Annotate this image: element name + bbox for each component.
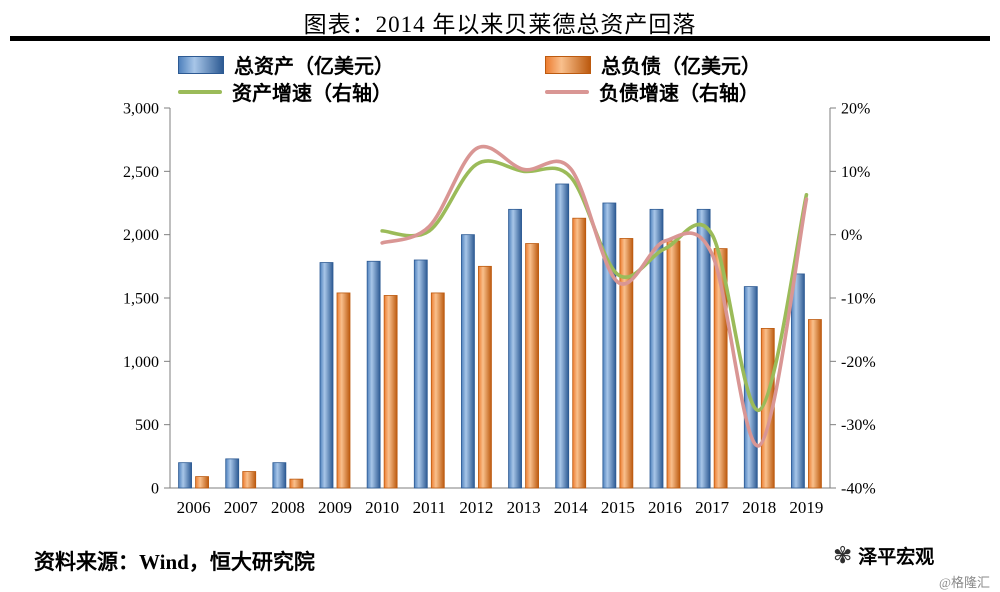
brand-name: 泽平宏观 (858, 547, 935, 568)
data-source-note: 资料来源：Wind，恒大研究院 (34, 550, 315, 574)
bar-1-2012 (478, 265, 492, 489)
x-axis-tick-label: 2010 (365, 498, 399, 517)
x-axis-tick-label: 2018 (742, 498, 776, 517)
platform-handle: @格隆汇 (939, 575, 990, 590)
y-axis-left-tick-label: 1,500 (123, 291, 159, 308)
y-axis-right-tick-label: 10% (841, 164, 870, 181)
bar-0-2009 (319, 262, 334, 489)
x-axis-tick-label: 2015 (601, 498, 635, 517)
x-axis-tick-label: 2017 (695, 498, 730, 517)
y-axis-right-tick-label: -10% (841, 291, 876, 308)
bar-1-2006 (195, 476, 209, 489)
y-axis-left-tick-label: 2,500 (123, 164, 159, 181)
legend-swatch-total-liabilities-icon (545, 55, 591, 74)
x-axis-tick-label: 2008 (271, 498, 305, 517)
legend-item-total-liabilities: 总负债（亿美元） (545, 50, 761, 79)
bar-1-2007 (242, 471, 257, 489)
legend-label-liability-growth: 负债增速（右轴） (599, 83, 759, 105)
bar-1-2019 (808, 319, 822, 489)
bar-1-2015 (619, 238, 634, 489)
bar-0-2013 (508, 208, 522, 489)
legend-swatch-asset-growth-icon (178, 89, 222, 94)
bar-0-2015 (602, 202, 617, 489)
x-axis-tick-label: 2006 (177, 498, 211, 517)
bar-0-2007 (225, 458, 240, 489)
legend-item-asset-growth: 资产增速（右轴） (178, 77, 392, 106)
bar-1-2010 (383, 295, 398, 489)
bar-0-2011 (413, 259, 428, 489)
y-axis-right-tick-label: 20% (841, 101, 870, 118)
x-axis-tick-label: 2007 (224, 498, 259, 517)
chart-title: 图表：2014 年以来贝莱德总资产回落 (303, 12, 697, 37)
growth-line-3 (380, 144, 809, 448)
bar-1-2014 (572, 217, 587, 489)
x-axis-tick-label: 2016 (648, 498, 682, 517)
bar-1-2009 (336, 292, 351, 489)
legend-label-total-assets: 总资产（亿美元） (234, 56, 394, 78)
legend-label-asset-growth: 资产增速（右轴） (232, 83, 392, 105)
y-axis-left-tick-label: 3,000 (123, 101, 159, 118)
bar-0-2010 (366, 260, 381, 489)
bar-0-2018 (743, 286, 758, 489)
bar-1-2008 (289, 478, 304, 489)
x-axis-tick-label: 2011 (413, 498, 446, 517)
y-axis-right-tick-label: -20% (841, 354, 876, 371)
bar-0-2006 (178, 462, 192, 489)
legend-swatch-liability-growth-icon (545, 89, 589, 94)
seal-logo-icon: ✾ (833, 543, 853, 568)
x-axis-tick-label: 2009 (318, 498, 352, 517)
x-axis-tick-label: 2019 (789, 498, 823, 517)
bar-1-2016 (666, 240, 681, 489)
bar-0-2014 (555, 183, 570, 489)
legend-label-total-liabilities: 总负债（亿美元） (601, 56, 761, 78)
bar-0-2017 (696, 208, 711, 489)
brand-watermark: ✾ 泽平宏观 (833, 542, 934, 569)
bar-0-2016 (649, 208, 664, 489)
bar-0-2019 (791, 273, 805, 489)
y-axis-right-tick-label: 0% (841, 227, 862, 244)
x-axis-tick-label: 2012 (459, 498, 493, 517)
bar-1-2013 (525, 243, 539, 489)
y-axis-left-tick-label: 0 (151, 481, 159, 498)
y-axis-left-tick-label: 1,000 (123, 354, 159, 371)
title-divider (10, 36, 990, 41)
chart-canvas: 3,000 2,500 2,000 1,500 1,000 500 0 20% 10% 0% -10… (123, 101, 876, 518)
y-axis-left-tick-label: 500 (135, 417, 159, 434)
bar-0-2012 (461, 234, 475, 489)
legend-item-liability-growth: 负债增速（右轴） (545, 77, 759, 106)
y-axis-right-tick-label: -40% (841, 481, 876, 498)
growth-line-2 (380, 159, 809, 412)
bar-1-2011 (430, 292, 445, 489)
y-axis-right-tick-label: -30% (841, 417, 876, 434)
legend-item-total-assets: 总资产（亿美元） (178, 50, 394, 79)
y-axis-left-tick-label: 2,000 (123, 227, 159, 244)
x-axis-tick-label: 2013 (507, 498, 541, 517)
bar-0-2008 (272, 462, 287, 489)
x-axis-tick-label: 2014 (554, 498, 589, 517)
legend-swatch-total-assets-icon (178, 55, 224, 74)
